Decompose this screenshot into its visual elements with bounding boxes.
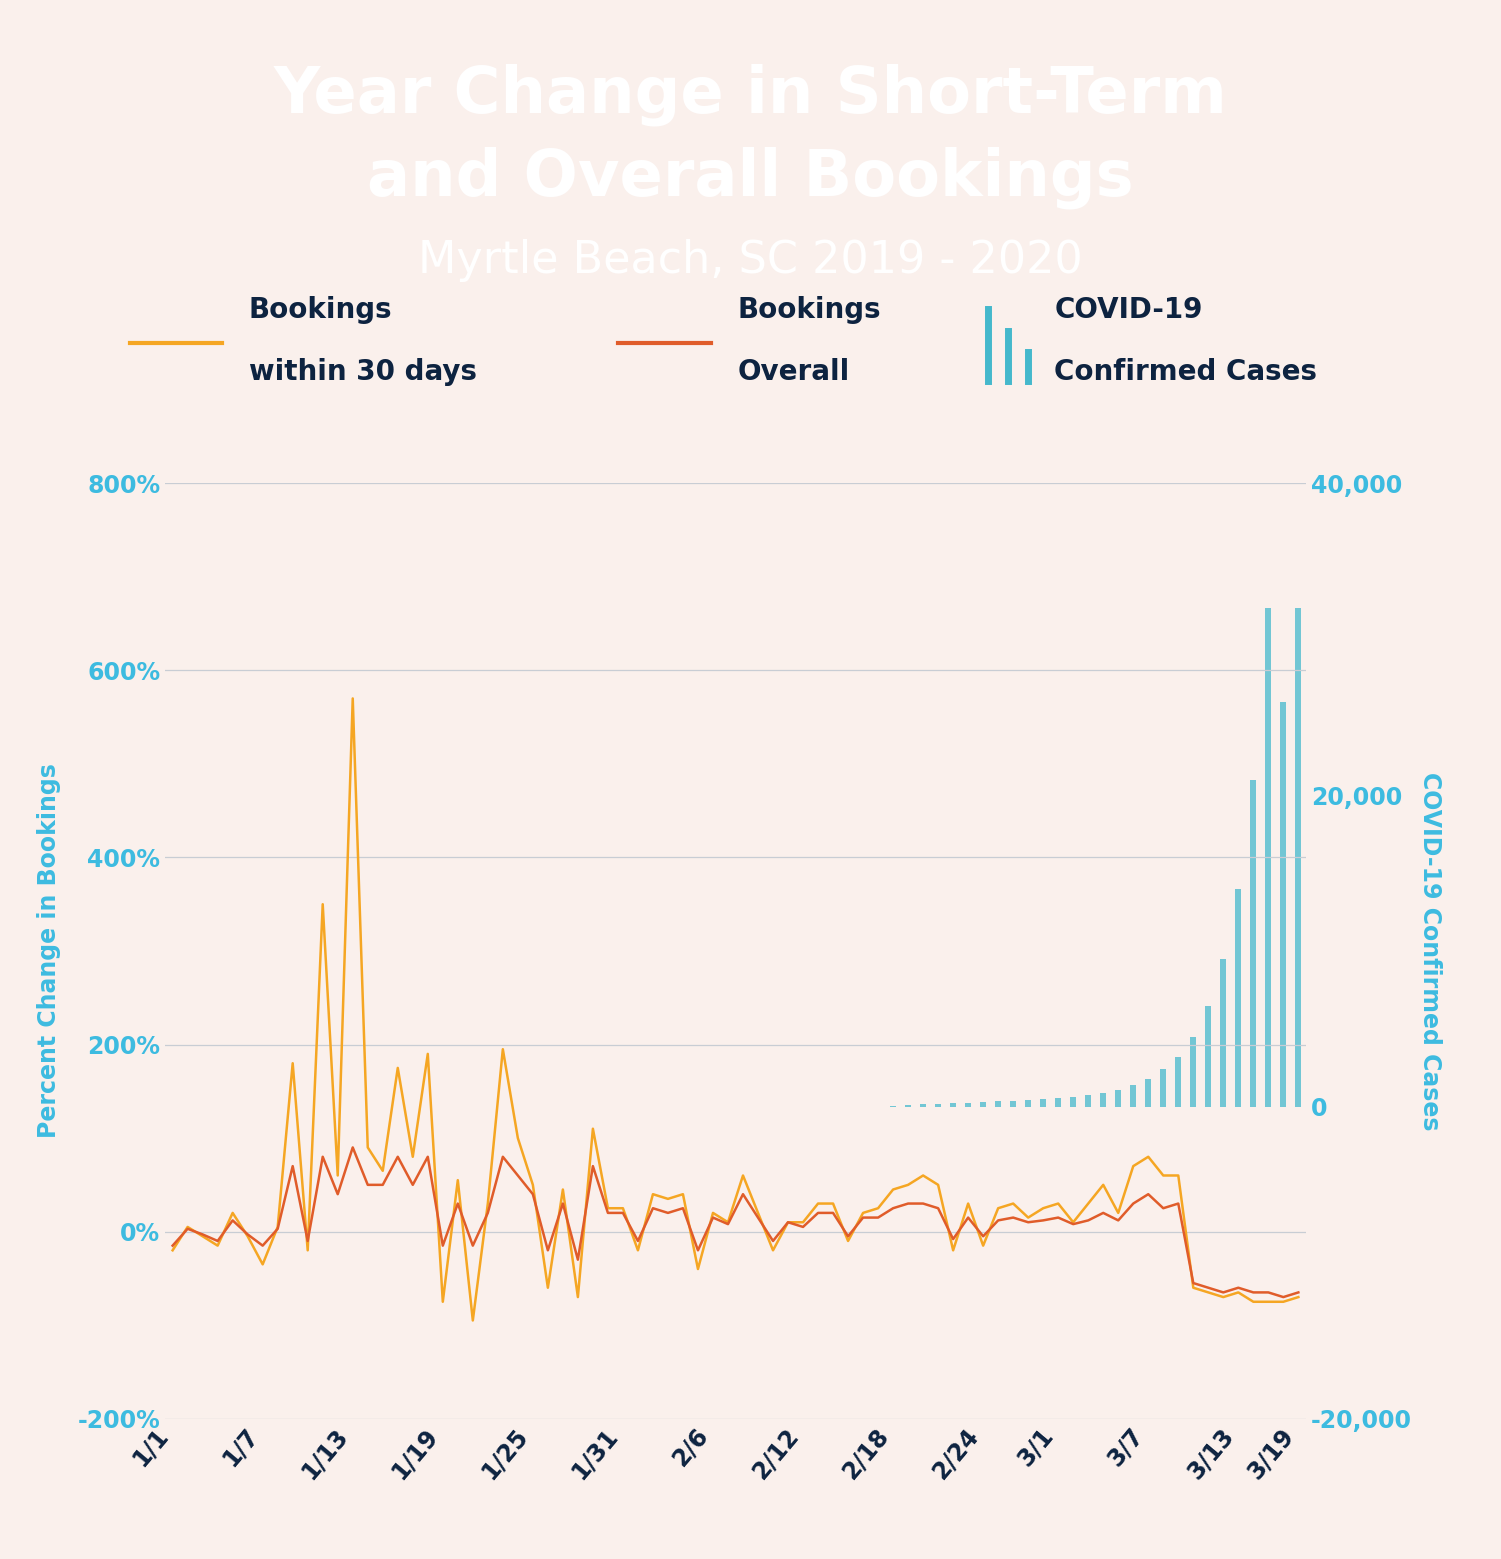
Text: Bookings: Bookings: [737, 296, 881, 324]
Bar: [965, 1102, 971, 1107]
Bar: [1160, 1069, 1166, 1107]
Bar: [1220, 959, 1226, 1107]
Bar: [920, 1104, 926, 1107]
Bar: [1235, 889, 1241, 1107]
Text: and Overall Bookings: and Overall Bookings: [368, 147, 1133, 209]
Bar: [1085, 1094, 1091, 1107]
Bar: [1040, 1099, 1046, 1107]
Y-axis label: Percent Change in Bookings: Percent Change in Bookings: [38, 764, 62, 1138]
Bar: [1115, 1090, 1121, 1107]
Bar: [1280, 702, 1286, 1107]
Bar: [1265, 608, 1271, 1107]
Bar: [1010, 1101, 1016, 1107]
Bar: [950, 1104, 956, 1107]
Text: Overall: Overall: [737, 359, 850, 387]
Bar: [1025, 1101, 1031, 1107]
Text: Myrtle Beach, SC 2019 - 2020: Myrtle Beach, SC 2019 - 2020: [419, 239, 1082, 282]
Bar: [1175, 1057, 1181, 1107]
Bar: [935, 1104, 941, 1107]
Bar: [1130, 1085, 1136, 1107]
Bar: [1145, 1079, 1151, 1107]
Bar: [1100, 1093, 1106, 1107]
Bar: [1055, 1098, 1061, 1107]
Bar: [980, 1102, 986, 1107]
Bar: [995, 1101, 1001, 1107]
Y-axis label: COVID-19 Confirmed Cases: COVID-19 Confirmed Cases: [1418, 772, 1442, 1130]
Bar: [1250, 780, 1256, 1107]
Text: within 30 days: within 30 days: [249, 359, 476, 387]
Text: Confirmed Cases: Confirmed Cases: [1054, 359, 1318, 387]
Bar: [1295, 608, 1301, 1107]
Bar: [1190, 1037, 1196, 1107]
Bar: [905, 1105, 911, 1107]
Bar: [1070, 1098, 1076, 1107]
Text: COVID-19: COVID-19: [1054, 296, 1202, 324]
Text: Year Change in Short-Term: Year Change in Short-Term: [273, 64, 1228, 126]
Text: Bookings: Bookings: [249, 296, 392, 324]
Bar: [1205, 1006, 1211, 1107]
